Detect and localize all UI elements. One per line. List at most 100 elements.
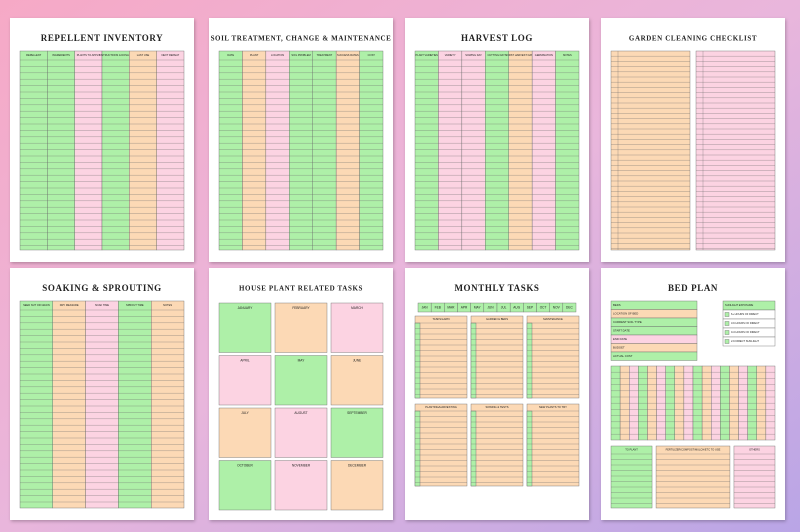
section-header: TASKS/LAWN	[432, 317, 449, 321]
sunlight-label: 3-6 HOURS OF DIRECT	[731, 321, 760, 325]
section-box	[470, 315, 524, 399]
column-header: NOTES	[163, 303, 172, 307]
bed-grid-column	[683, 365, 694, 441]
month-label: NOVEMBER	[292, 463, 311, 467]
column-header: SOIL PROBLEM	[291, 53, 310, 57]
section-box	[526, 403, 580, 487]
month-label: JAN	[422, 305, 429, 309]
column-header: LAST USE	[137, 53, 150, 57]
month-label: JUN	[487, 305, 494, 309]
page-title: BED PLAN	[668, 283, 718, 293]
month-label: MAR	[447, 305, 455, 309]
table-column	[85, 300, 119, 509]
sunlight-box	[724, 312, 730, 317]
section-box	[414, 315, 468, 399]
month-box	[218, 407, 272, 458]
sunlight-label: 6+ HOURS OF DIRECT	[731, 312, 759, 316]
bed-grid-column	[665, 365, 675, 441]
bed-grid-column	[638, 365, 648, 441]
month-box	[330, 460, 384, 511]
month-label: APR	[461, 305, 468, 309]
month-label: JUL	[501, 305, 507, 309]
bed-grid-column	[711, 365, 721, 441]
column-header: INGREDIENTS	[52, 53, 70, 57]
column-header: SEED NUT OR GRAIN	[23, 303, 50, 307]
section-header: OTHERS	[749, 448, 760, 452]
column-header: DATE	[227, 53, 234, 57]
month-box	[330, 407, 384, 458]
table-column	[19, 300, 53, 509]
table-column	[359, 50, 384, 251]
section-header: NEW PLANTS TO TRY	[539, 405, 567, 409]
detail-label: ACTUAL COST	[613, 354, 633, 358]
table-column	[555, 50, 580, 251]
month-label: SEPTEMBER	[347, 411, 367, 415]
month-label: MARCH	[351, 306, 363, 310]
section-check-column	[414, 410, 421, 487]
column-header: FIRST HARVEST DATE	[507, 53, 535, 57]
sunlight-box	[724, 321, 730, 326]
column-header: VARIETY	[445, 53, 456, 57]
section-header: TO PLANT	[625, 448, 638, 452]
section-header: GARDEN & BEDS	[486, 317, 508, 321]
month-label: DECEMBER	[348, 463, 367, 467]
column-header: SOWING DAY	[465, 53, 482, 57]
bed-grid-column	[647, 365, 657, 441]
table-column	[101, 50, 130, 251]
month-label: MAY	[298, 358, 306, 362]
column-header: TREATMENT	[317, 53, 333, 57]
column-header: SPROUT TIME	[126, 303, 144, 307]
month-label: AUG	[513, 305, 520, 309]
month-label: APRIL	[240, 358, 249, 362]
table-column	[47, 50, 75, 251]
section-check-column	[414, 322, 421, 399]
bed-grid-column	[729, 365, 739, 441]
section-box	[526, 315, 580, 399]
table-column	[150, 300, 185, 509]
page-title: SOIL TREATMENT, CHANGE & MAINTENANCE	[211, 35, 392, 43]
month-box	[218, 460, 272, 511]
month-label: FEB	[435, 305, 441, 309]
column-header: CUTTING DAYS	[487, 53, 506, 57]
column-header: PLANT	[250, 53, 259, 57]
section-header: FERTILIZER/COMPOST/MULCH/ETC TO USE	[666, 448, 721, 452]
column-header: COST	[368, 53, 376, 57]
month-label: NOV	[553, 305, 561, 309]
checklist-column	[695, 50, 776, 251]
table-column	[129, 50, 157, 251]
column-header: NOTES	[563, 53, 572, 57]
bed-grid-column	[692, 365, 703, 441]
column-header: NEXT REPEAT	[161, 53, 179, 57]
page-title: SOAKING & SPROUTING	[42, 283, 161, 293]
column-header: INSTRUCTIONS & DOSAGE	[99, 53, 133, 57]
sunlight-box	[724, 339, 730, 344]
detail-label: CURRENT SOIL TYPE	[613, 320, 642, 324]
month-label: MAY	[474, 305, 482, 309]
detail-label: START DATE	[613, 329, 630, 333]
bed-grid-column	[756, 365, 767, 441]
detail-label: LOCATION OF BED	[613, 312, 638, 316]
table-column	[118, 300, 152, 509]
month-label: OCTOBER	[237, 463, 253, 467]
section-check-column	[526, 410, 533, 487]
month-label: JULY	[241, 411, 249, 415]
month-box	[274, 302, 328, 353]
month-label: JUNE	[353, 358, 361, 362]
bed-grid-column	[765, 365, 776, 441]
sunlight-box	[724, 330, 730, 335]
detail-label: BUDGET	[613, 346, 625, 350]
month-box	[330, 355, 384, 406]
month-box	[218, 302, 272, 353]
month-label: DEC	[566, 305, 573, 309]
section-box	[470, 403, 524, 487]
bed-grid-column	[747, 365, 757, 441]
month-box	[330, 302, 384, 353]
column-header: SOAK TIME	[95, 303, 109, 307]
detail-row	[610, 351, 698, 361]
bed-grid-column	[738, 365, 748, 441]
bed-grid-column	[674, 365, 685, 441]
section-box	[610, 445, 653, 509]
section-box	[655, 445, 731, 509]
section-check-column	[470, 322, 477, 399]
